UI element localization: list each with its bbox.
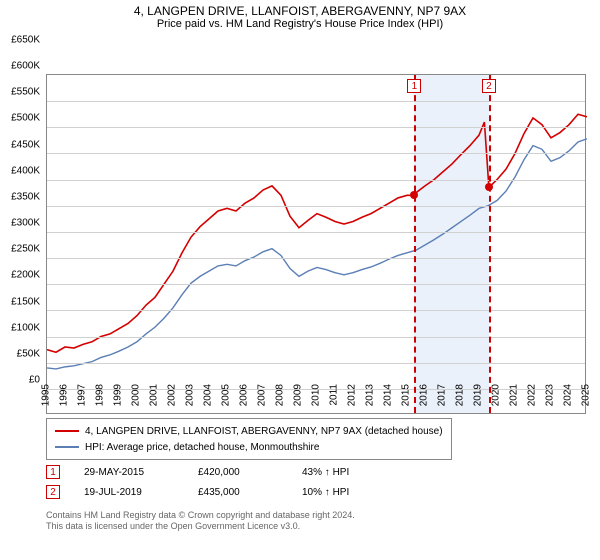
- chart-lines: [47, 75, 587, 415]
- y-tick-label: £550K: [0, 87, 40, 98]
- y-tick-label: £650K: [0, 35, 40, 46]
- gridline: [47, 284, 585, 285]
- gridline: [47, 101, 585, 102]
- page-subtitle: Price paid vs. HM Land Registry's House …: [0, 18, 600, 34]
- x-tick-label: 2016: [419, 384, 430, 406]
- sale-event-marker: 2: [482, 79, 496, 93]
- gridline: [47, 363, 585, 364]
- x-tick-label: 2000: [131, 384, 142, 406]
- sale-event-line: [414, 75, 416, 413]
- sales-row: 1 29-MAY-2015 £420,000 43% ↑ HPI: [46, 462, 586, 482]
- gridline: [47, 337, 585, 338]
- x-tick-label: 2010: [311, 384, 322, 406]
- gridline: [47, 206, 585, 207]
- x-tick-label: 1996: [59, 384, 70, 406]
- page-title: 4, LANGPEN DRIVE, LLANFOIST, ABERGAVENNY…: [0, 0, 600, 18]
- gridline: [47, 153, 585, 154]
- x-tick-label: 2024: [563, 384, 574, 406]
- gridline: [47, 232, 585, 233]
- series-hpi: [47, 139, 587, 369]
- x-tick-label: 2006: [239, 384, 250, 406]
- sales-row-diff: 43% ↑ HPI: [302, 467, 402, 478]
- y-tick-label: £0: [0, 375, 40, 386]
- x-tick-label: 2002: [167, 384, 178, 406]
- sale-event-dot: [410, 191, 418, 199]
- x-tick-label: 2004: [203, 384, 214, 406]
- legend: 4, LANGPEN DRIVE, LLANFOIST, ABERGAVENNY…: [46, 418, 452, 460]
- sales-row-price: £420,000: [198, 467, 278, 478]
- sales-row-diff: 10% ↑ HPI: [302, 487, 402, 498]
- plot-area: 12: [46, 74, 586, 414]
- x-tick-label: 1999: [113, 384, 124, 406]
- x-tick-label: 2015: [401, 384, 412, 406]
- y-tick-label: £400K: [0, 165, 40, 176]
- legend-item: 4, LANGPEN DRIVE, LLANFOIST, ABERGAVENNY…: [55, 423, 443, 439]
- x-tick-label: 2019: [473, 384, 484, 406]
- footer-line-2: This data is licensed under the Open Gov…: [46, 521, 586, 532]
- x-tick-label: 2020: [491, 384, 502, 406]
- sales-row-date: 29-MAY-2015: [84, 467, 174, 478]
- legend-item: HPI: Average price, detached house, Monm…: [55, 439, 443, 455]
- sale-event-dot: [485, 183, 493, 191]
- sales-row-price: £435,000: [198, 487, 278, 498]
- sale-event-marker: 1: [407, 79, 421, 93]
- y-tick-label: £350K: [0, 191, 40, 202]
- x-tick-label: 2025: [581, 384, 592, 406]
- legend-swatch: [55, 430, 79, 432]
- x-tick-label: 2023: [545, 384, 556, 406]
- x-tick-label: 2021: [509, 384, 520, 406]
- legend-swatch: [55, 446, 79, 448]
- x-tick-label: 2008: [275, 384, 286, 406]
- gridline: [47, 180, 585, 181]
- sales-table: 1 29-MAY-2015 £420,000 43% ↑ HPI 2 19-JUL-201…: [46, 462, 586, 502]
- sale-event-line: [489, 75, 491, 413]
- series-property: [47, 114, 587, 352]
- x-tick-label: 2007: [257, 384, 268, 406]
- y-tick-label: £600K: [0, 61, 40, 72]
- x-tick-label: 2003: [185, 384, 196, 406]
- x-tick-label: 2009: [293, 384, 304, 406]
- sales-row-marker: 1: [46, 465, 60, 479]
- y-tick-label: £100K: [0, 322, 40, 333]
- x-tick-label: 2013: [365, 384, 376, 406]
- x-tick-label: 1995: [41, 384, 52, 406]
- footer-attribution: Contains HM Land Registry data © Crown c…: [46, 510, 586, 532]
- x-tick-label: 2017: [437, 384, 448, 406]
- gridline: [47, 127, 585, 128]
- y-tick-label: £450K: [0, 139, 40, 150]
- x-tick-label: 2012: [347, 384, 358, 406]
- y-tick-label: £250K: [0, 244, 40, 255]
- x-tick-label: 2014: [383, 384, 394, 406]
- x-tick-label: 2018: [455, 384, 466, 406]
- y-tick-label: £150K: [0, 296, 40, 307]
- x-tick-label: 2005: [221, 384, 232, 406]
- y-tick-label: £300K: [0, 218, 40, 229]
- y-tick-label: £50K: [0, 348, 40, 359]
- legend-label: HPI: Average price, detached house, Monm…: [85, 442, 319, 453]
- y-tick-label: £500K: [0, 113, 40, 124]
- sales-row: 2 19-JUL-2019 £435,000 10% ↑ HPI: [46, 482, 586, 502]
- y-tick-label: £200K: [0, 270, 40, 281]
- x-tick-label: 2001: [149, 384, 160, 406]
- x-tick-label: 1997: [77, 384, 88, 406]
- x-tick-label: 2011: [329, 384, 340, 406]
- sales-row-date: 19-JUL-2019: [84, 487, 174, 498]
- gridline: [47, 258, 585, 259]
- sales-row-marker: 2: [46, 485, 60, 499]
- x-tick-label: 1998: [95, 384, 106, 406]
- gridline: [47, 310, 585, 311]
- x-tick-label: 2022: [527, 384, 538, 406]
- legend-label: 4, LANGPEN DRIVE, LLANFOIST, ABERGAVENNY…: [85, 426, 443, 437]
- footer-line-1: Contains HM Land Registry data © Crown c…: [46, 510, 586, 521]
